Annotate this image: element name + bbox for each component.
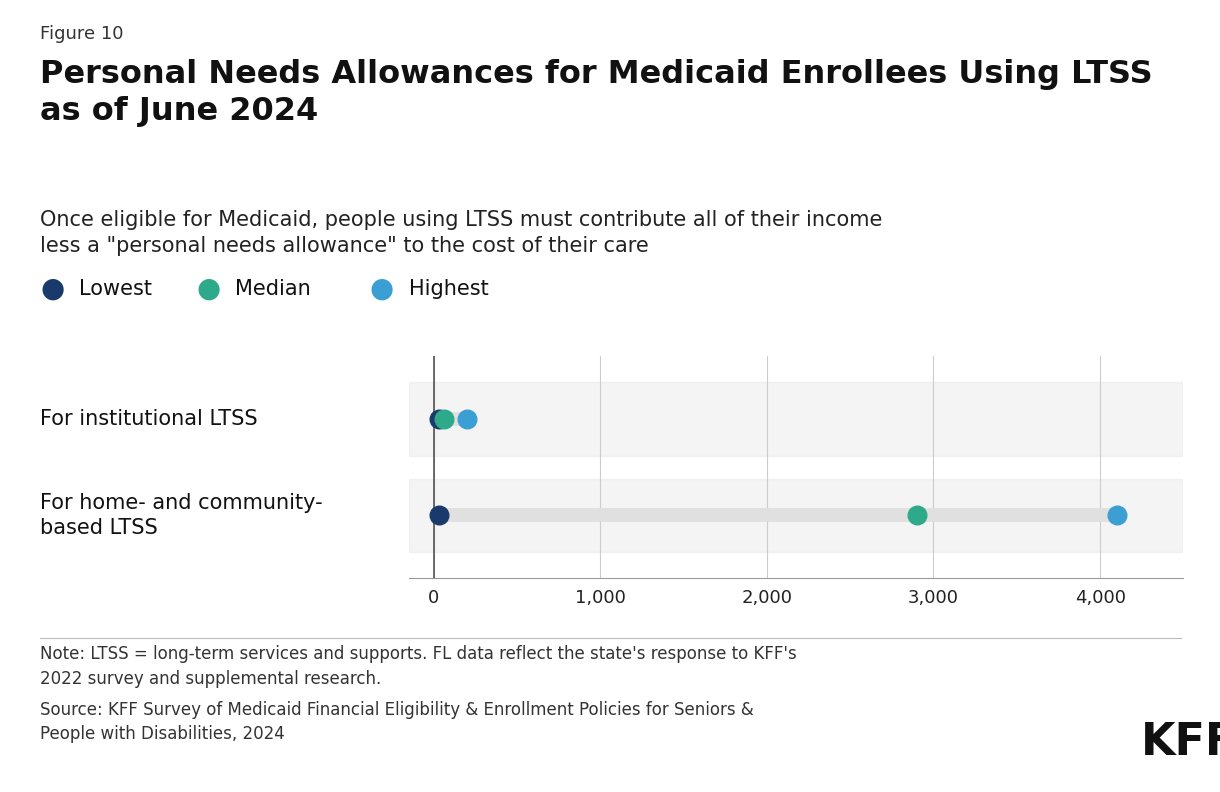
- Point: [1107, 509, 1126, 522]
- Point: [429, 413, 449, 425]
- Text: KFF: KFF: [1141, 722, 1220, 764]
- Text: Highest: Highest: [409, 279, 488, 299]
- Point: [908, 509, 927, 522]
- Text: ●: ●: [196, 275, 221, 303]
- Text: Median: Median: [235, 279, 311, 299]
- Text: ●: ●: [40, 275, 65, 303]
- Text: ●: ●: [370, 275, 394, 303]
- Point: [434, 413, 454, 425]
- Text: For home- and community-
based LTSS: For home- and community- based LTSS: [40, 493, 323, 538]
- Text: Lowest: Lowest: [79, 279, 152, 299]
- Text: Personal Needs Allowances for Medicaid Enrollees Using LTSS
as of June 2024: Personal Needs Allowances for Medicaid E…: [40, 59, 1153, 128]
- Point: [429, 509, 449, 522]
- Text: Source: KFF Survey of Medicaid Financial Eligibility & Enrollment Policies for S: Source: KFF Survey of Medicaid Financial…: [40, 701, 754, 743]
- Text: Once eligible for Medicaid, people using LTSS must contribute all of their incom: Once eligible for Medicaid, people using…: [40, 210, 882, 257]
- Bar: [409, 383, 1183, 455]
- Text: Note: LTSS = long-term services and supports. FL data reflect the state's respon: Note: LTSS = long-term services and supp…: [40, 645, 797, 687]
- Text: Figure 10: Figure 10: [40, 25, 123, 44]
- Bar: [409, 479, 1183, 552]
- Text: For institutional LTSS: For institutional LTSS: [40, 409, 257, 429]
- Point: [458, 413, 477, 425]
